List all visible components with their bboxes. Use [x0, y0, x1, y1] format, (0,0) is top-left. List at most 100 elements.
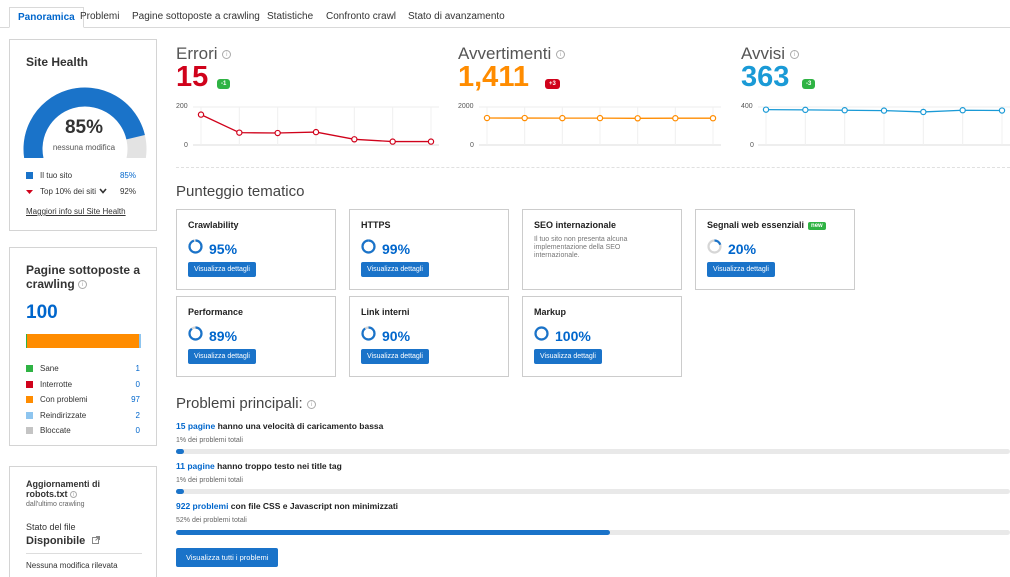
tab-confronto-crawl[interactable]: Confronto crawl	[326, 11, 397, 22]
errors-value[interactable]: 15	[176, 61, 209, 93]
problem-link[interactable]: 15 pagine	[176, 421, 216, 431]
thematic-card-percent: 99%	[382, 241, 411, 257]
tab-stato-avanzamento[interactable]: Stato di avanzamento	[408, 11, 505, 22]
legend-label: Il tuo sito	[40, 171, 73, 180]
errors-point[interactable]	[197, 111, 205, 118]
notices-value[interactable]: 363	[741, 61, 790, 93]
warnings-point[interactable]	[596, 114, 604, 122]
warnings-axis-min: 0	[470, 142, 474, 149]
notices-point[interactable]	[802, 106, 809, 114]
notices-label: Avvisi i	[741, 44, 799, 64]
crawled-legend-bloccate[interactable]: Bloccate	[26, 426, 71, 435]
chevron-down-icon[interactable]	[99, 187, 107, 196]
site-health-card: Site Health 85% nessuna modifica Il tuo …	[9, 39, 157, 231]
view-details-button[interactable]: Visualizza dettagli	[361, 349, 429, 364]
view-details-button[interactable]: Visualizza dettagli	[361, 262, 429, 277]
warnings-point[interactable]	[521, 114, 528, 122]
info-icon[interactable]: i	[222, 50, 232, 60]
view-details-button[interactable]: Visualizza dettagli	[707, 262, 775, 277]
crawled-legend-reindirizzate[interactable]: Reindirizzate	[26, 411, 86, 420]
warnings-point[interactable]	[483, 114, 491, 122]
warnings-point[interactable]	[709, 114, 717, 122]
crawled-legend-value[interactable]: 0	[135, 379, 140, 389]
robots-divider	[26, 553, 142, 554]
problem-link[interactable]: 922 problemi	[176, 501, 229, 511]
thematic-card-description: Il tuo sito non presenta alcuna implemen…	[534, 236, 628, 259]
notices-point[interactable]	[998, 107, 1006, 114]
thematic-card-segnali-web-essenziali: Segnali web essenziali new 20% Visualizza …	[695, 209, 855, 290]
errors-point[interactable]	[274, 129, 281, 137]
errors-point[interactable]	[236, 129, 243, 136]
errors-point[interactable]	[351, 136, 358, 143]
notices-axis-max: 400	[741, 103, 753, 110]
crawled-total: 100	[26, 302, 58, 323]
view-details-button[interactable]: Visualizza dettagli	[188, 349, 256, 364]
tab-pagine-crawling[interactable]: Pagine sottoposte a crawling	[132, 11, 260, 22]
tab-problemi[interactable]: Problemi	[80, 11, 120, 22]
notices-point[interactable]	[880, 107, 888, 114]
errors-point[interactable]	[427, 138, 435, 145]
view-details-button[interactable]: Visualizza dettagli	[188, 262, 256, 277]
notices-point[interactable]	[762, 106, 770, 113]
problem-share: 1% dei problemi totali	[176, 437, 243, 444]
crawled-legend-interrotte[interactable]: Interrotte	[26, 380, 72, 389]
crawled-legend-value[interactable]: 1	[135, 364, 140, 373]
problem-title: 922 problemi con file CSS e Javascript n…	[176, 501, 399, 511]
site-health-percent: 85%	[64, 117, 104, 138]
problem-progress-fill	[176, 449, 185, 454]
warnings-point[interactable]	[634, 115, 641, 122]
score-ring-icon	[707, 239, 722, 254]
errors-point[interactable]	[312, 128, 320, 136]
info-icon[interactable]: i	[78, 280, 88, 290]
thematic-card-percent: 90%	[382, 328, 411, 344]
red-triangle-icon	[26, 188, 33, 195]
crawled-legend-con problemi[interactable]: Con problemi	[26, 395, 88, 404]
thematic-card-link-interni: Link interni 90% Visualizza dettagli	[349, 296, 509, 377]
crawled-legend-value[interactable]: 97	[131, 395, 140, 404]
thematic-card-percent: 100%	[555, 328, 591, 344]
problem-progress-bar	[176, 530, 1010, 535]
tab-statistiche[interactable]: Statistiche	[267, 11, 314, 22]
legend-label: Bloccate	[40, 426, 71, 435]
legend-label: Interrotte	[40, 379, 73, 389]
score-ring-icon	[361, 326, 376, 341]
thematic-card-name: Link interni	[361, 307, 410, 317]
crawled-pages-card: Pagine sottoposte a crawling i 100 Sane 1…	[9, 247, 157, 446]
problem-progress-fill	[176, 530, 610, 535]
crawled-distribution-bar	[26, 334, 141, 348]
legend-square-icon	[26, 427, 33, 434]
crawled-legend-value[interactable]: 0	[135, 426, 140, 435]
info-icon[interactable]: i	[306, 399, 316, 409]
errors-point[interactable]	[389, 138, 396, 145]
errors-label: Errori i	[176, 44, 232, 64]
legend-label: Top 10% dei siti	[40, 187, 97, 196]
tab-panoramica[interactable]: Panoramica	[9, 7, 84, 28]
crawled-legend-sane[interactable]: Sane	[26, 364, 59, 373]
info-icon[interactable]: i	[70, 491, 78, 499]
site-health-subtitle: nessuna modifica	[52, 143, 116, 152]
warnings-axis-max: 2000	[458, 103, 474, 110]
thematic-card-percent: 20%	[728, 241, 757, 257]
warnings-point[interactable]	[559, 114, 566, 122]
warnings-point[interactable]	[672, 115, 679, 122]
crawled-pages-title: Pagine sottoposte a crawling i	[26, 263, 146, 291]
info-icon[interactable]: i	[555, 50, 565, 60]
problem-link[interactable]: 11 pagine	[176, 461, 215, 471]
notices-point[interactable]	[959, 107, 966, 114]
info-icon[interactable]: i	[789, 50, 799, 60]
crawled-legend-value[interactable]: 2	[135, 410, 140, 420]
problem-progress-bar	[176, 449, 1010, 454]
tab-bar: Panoramica Problemi Pagine sottoposte a …	[0, 0, 1010, 28]
problem-item: 11 pagine hanno troppo testo nei title t…	[176, 461, 1010, 494]
view-details-button[interactable]: Visualizza dettagli	[534, 349, 602, 364]
notices-axis-min: 0	[750, 142, 754, 149]
notices-point[interactable]	[920, 108, 927, 116]
site-health-more-link[interactable]: Maggiori info sul Site Health	[26, 207, 126, 216]
external-link-icon[interactable]	[92, 535, 101, 547]
robots-no-change: Nessuna modifica rilevata	[26, 561, 118, 570]
legend-top10[interactable]: Top 10% dei siti	[26, 187, 107, 196]
score-ring-icon	[361, 239, 376, 254]
warnings-value[interactable]: 1,411	[458, 61, 529, 93]
view-all-problems-button[interactable]: Visualizza tutti i problemi	[176, 548, 279, 567]
notices-point[interactable]	[841, 107, 848, 114]
